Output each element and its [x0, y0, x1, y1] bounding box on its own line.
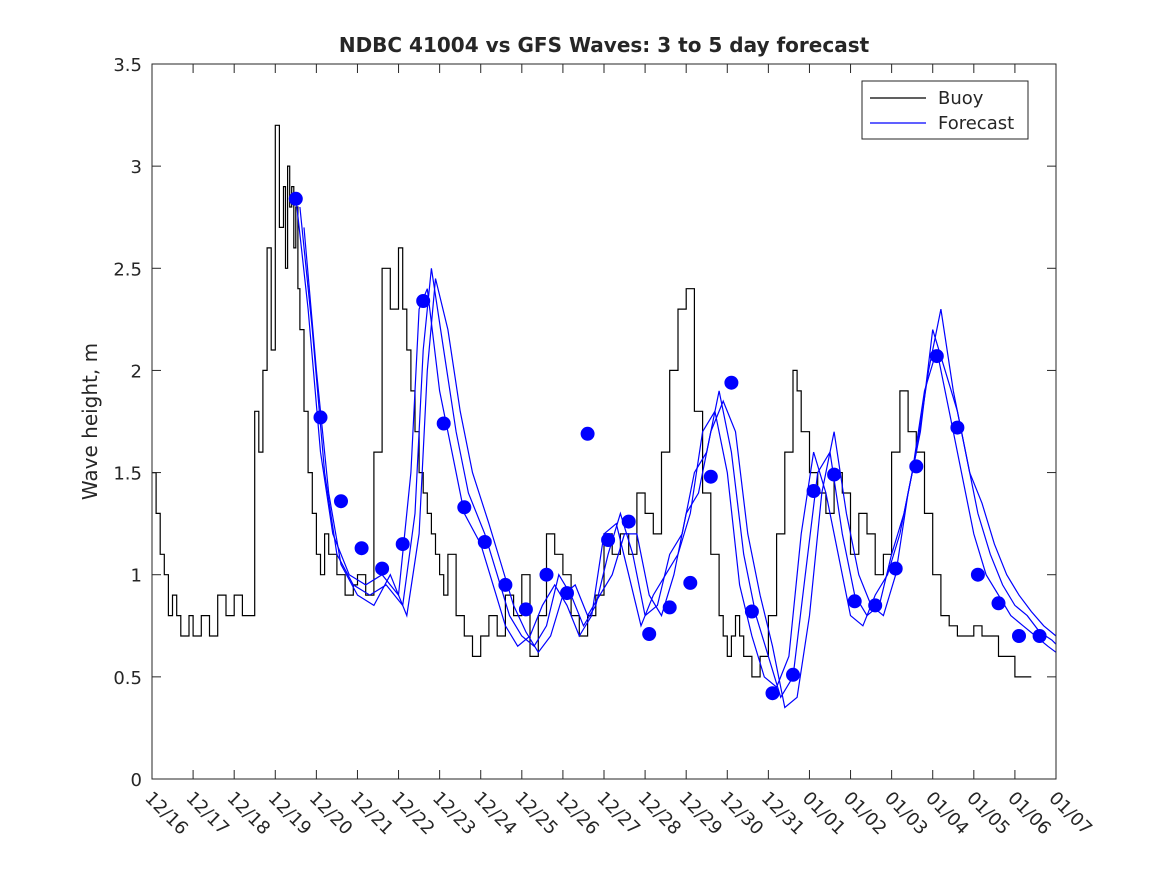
y-tick-label: 3: [131, 157, 142, 178]
forecast-point: [601, 533, 616, 547]
forecast-series-line-3: [303, 227, 1057, 709]
forecast-point: [1032, 629, 1047, 643]
forecast-point: [642, 627, 657, 641]
forecast-point: [847, 594, 862, 609]
forecast-point: [560, 586, 574, 601]
forecast-point: [744, 604, 759, 619]
forecast-point: [395, 537, 410, 552]
forecast-point: [457, 500, 472, 515]
plot-area: [152, 64, 1056, 779]
series-layer: [152, 124, 1057, 709]
legend-label-forecast: Forecast: [938, 113, 1014, 134]
forecast-point: [683, 575, 698, 590]
y-tick-label: 2: [131, 361, 142, 382]
forecast-point: [477, 535, 492, 549]
legend-box: [861, 80, 1029, 140]
forecast-point: [354, 541, 369, 556]
forecast-point: [518, 602, 533, 617]
forecast-point: [888, 561, 903, 576]
forecast-point: [991, 596, 1006, 611]
legend: Buoy Forecast: [861, 80, 1029, 140]
forecast-point: [929, 349, 944, 364]
forecast-point: [950, 420, 965, 435]
forecast-point: [498, 577, 513, 592]
forecast-point: [580, 426, 595, 441]
forecast-point: [724, 375, 739, 390]
forecast-point: [970, 567, 985, 582]
forecast-point: [786, 667, 800, 682]
forecast-point: [703, 469, 718, 484]
y-tick-label: 0: [131, 770, 142, 791]
y-tick-label: 1.5: [113, 464, 142, 485]
legend-label-buoy: Buoy: [938, 88, 984, 109]
y-axis-label: Wave height, m: [78, 343, 102, 500]
forecast-point: [827, 467, 842, 482]
forecast-point: [662, 600, 677, 615]
forecast-point: [868, 598, 883, 613]
forecast-point: [436, 416, 451, 431]
y-tick-label: 0.5: [113, 668, 142, 689]
forecast-point: [806, 484, 821, 498]
buoy-series-line: [152, 124, 1032, 678]
forecast-point: [621, 514, 636, 529]
forecast-series-line-2: [299, 206, 1057, 699]
forecast-point: [909, 459, 924, 474]
forecast-point: [416, 294, 431, 308]
y-tick-label: 3.5: [113, 55, 142, 76]
forecast-point: [765, 686, 780, 701]
forecast-point: [288, 191, 303, 206]
forecast-point: [334, 494, 348, 509]
y-tick-label: 2.5: [113, 259, 142, 280]
chart-title: NDBC 41004 vs GFS Waves: 3 to 5 day fore…: [339, 33, 870, 57]
forecast-point: [539, 567, 554, 582]
forecast-point: [375, 561, 390, 576]
y-tick-label: 1: [131, 566, 142, 587]
forecast-point: [1012, 629, 1026, 643]
forecast-point: [313, 410, 328, 425]
